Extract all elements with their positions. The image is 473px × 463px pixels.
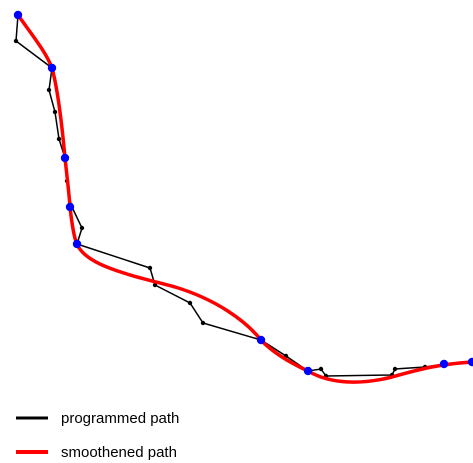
waypoint-marker	[467, 357, 473, 367]
waypoint-marker	[303, 366, 313, 376]
legend-programmed-label: programmed path	[61, 410, 179, 427]
waypoint-marker	[439, 359, 449, 369]
programmed-point	[52, 109, 58, 115]
programmed-point	[152, 282, 158, 288]
programmed-point	[46, 87, 52, 93]
programmed-point	[147, 265, 153, 271]
legend: programmed path smoothened path	[16, 410, 179, 461]
smoothened-path-group	[16, 13, 473, 384]
waypoint-marker	[65, 202, 75, 212]
programmed-point	[318, 366, 324, 372]
programmed-point	[79, 225, 85, 231]
programmed-point	[200, 320, 206, 326]
programmed-point	[392, 366, 398, 372]
waypoint-marker	[256, 335, 266, 345]
waypoint-marker	[60, 153, 70, 163]
waypoint-marker	[47, 63, 57, 73]
programmed-point	[56, 136, 62, 142]
waypoint-marker	[72, 239, 82, 249]
programmed-point	[187, 300, 193, 306]
programmed-point	[13, 38, 19, 44]
waypoint-marker	[13, 10, 23, 20]
waypoint-group	[13, 10, 473, 376]
smoothened-path-line	[16, 13, 473, 384]
legend-smoothened-label: smoothened path	[61, 444, 177, 461]
